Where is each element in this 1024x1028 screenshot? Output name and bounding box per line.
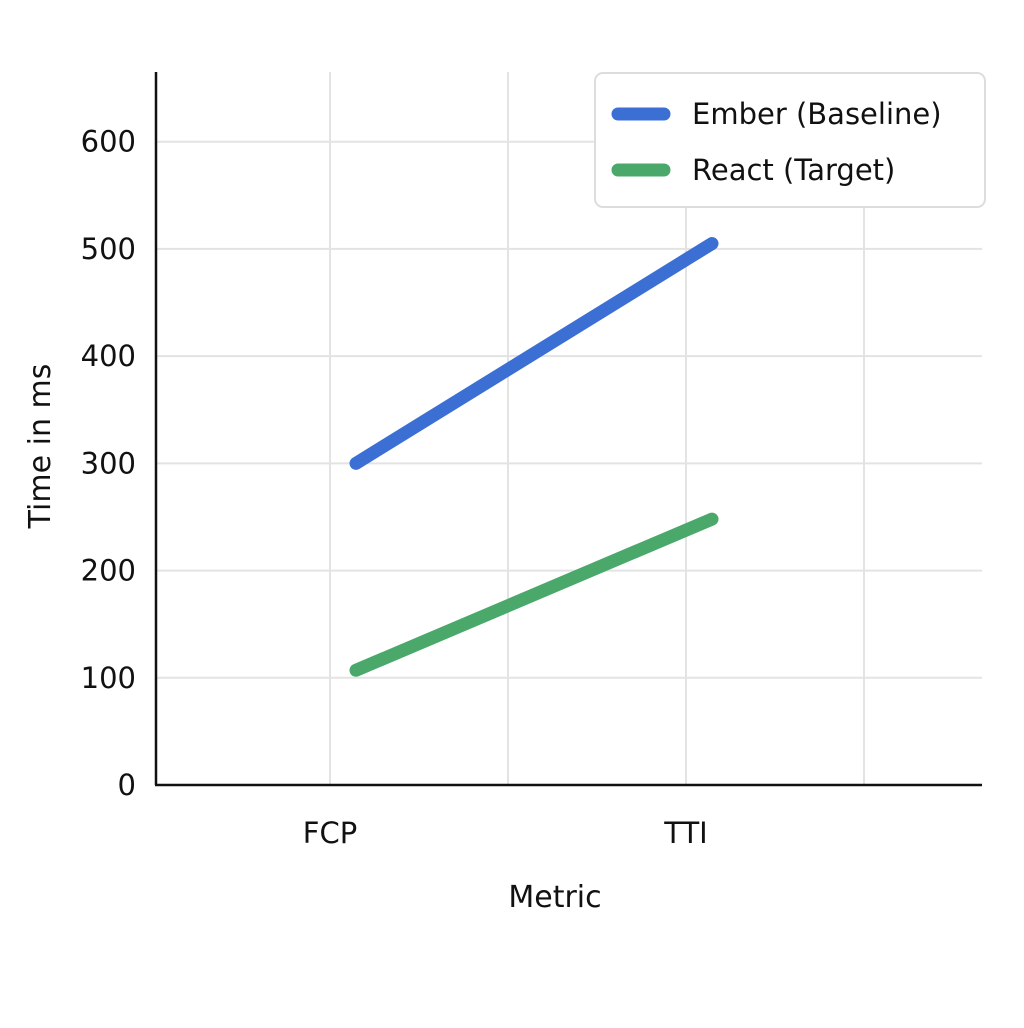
- x-axis-title: Metric: [508, 880, 601, 915]
- legend-label: React (Target): [692, 153, 895, 187]
- y-tick-label: 200: [81, 554, 136, 588]
- grid: [156, 72, 982, 785]
- y-tick-label: 0: [118, 768, 136, 802]
- y-tick-labels: 0 100 200 300 400 500 600: [81, 125, 136, 802]
- axes: [154, 72, 982, 787]
- y-tick-label: 500: [81, 232, 136, 266]
- data-point: [355, 669, 357, 671]
- data-point: [711, 518, 713, 520]
- y-tick-label: 100: [81, 661, 136, 695]
- data-point: [711, 243, 713, 245]
- legend: Ember (Baseline) React (Target): [594, 72, 986, 208]
- x-tick-labels: FCP TTI: [303, 816, 708, 850]
- series: [349, 237, 719, 677]
- legend-label: Ember (Baseline): [692, 97, 942, 131]
- y-tick-label: 400: [81, 339, 136, 373]
- legend-box: [594, 72, 986, 208]
- x-tick-label: FCP: [303, 816, 357, 850]
- series-line: [349, 512, 719, 677]
- x-tick-label: TTI: [663, 816, 707, 850]
- y-tick-label: 600: [81, 125, 136, 159]
- y-axis-title: Time in ms: [23, 364, 58, 530]
- y-tick-label: 300: [81, 446, 136, 480]
- series-line: [349, 237, 719, 470]
- data-point: [355, 462, 357, 464]
